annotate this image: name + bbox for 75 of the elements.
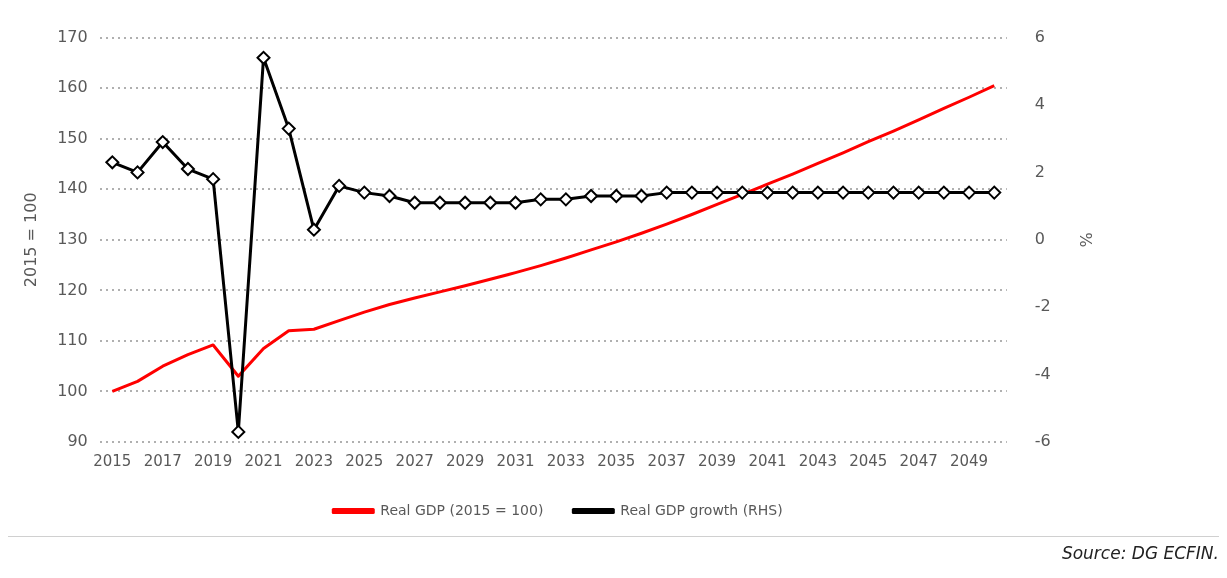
y2-tick-label: -6 (1034, 431, 1051, 451)
legend-label: Real GDP (2015 = 100) (380, 501, 544, 518)
point (861, 185, 876, 200)
point (231, 424, 246, 439)
point (558, 192, 573, 207)
y-tick-label: 140 (57, 178, 88, 198)
x-tick-label: 2015 (93, 451, 132, 470)
point (256, 50, 271, 65)
x-tick-label: 2041 (748, 451, 787, 470)
point (760, 185, 775, 200)
y-tick-label: 110 (57, 330, 88, 350)
point (609, 188, 624, 203)
x-tick-label: 2019 (194, 451, 233, 470)
x-tick-label: 2043 (798, 451, 837, 470)
point (332, 178, 347, 193)
point (684, 185, 699, 200)
point (710, 185, 725, 200)
y-tick-label: 160 (57, 77, 88, 97)
y-tick-label: 150 (57, 127, 88, 147)
x-tick-label: 2029 (446, 451, 485, 470)
point (281, 121, 296, 136)
point (432, 195, 447, 210)
point (987, 185, 1002, 200)
y-tick-label: 90 (67, 431, 88, 451)
x-tick-label: 2037 (647, 451, 686, 470)
x-tick-label: 2025 (345, 451, 384, 470)
x-tick-label: 2049 (949, 451, 989, 470)
point (306, 222, 321, 237)
source-note: Source: DG ECFIN. (1061, 543, 1219, 563)
point (508, 195, 523, 210)
y2-tick-label: -4 (1034, 363, 1051, 383)
x-tick-label: 2017 (143, 451, 182, 470)
point (785, 185, 800, 200)
y2-tick-label: -2 (1034, 296, 1051, 316)
point (382, 188, 397, 203)
y2-axis-title: % (1076, 232, 1096, 248)
point (836, 185, 851, 200)
point (483, 195, 498, 210)
point (458, 195, 473, 210)
x-tick-label: 2045 (849, 451, 888, 470)
y2-tick-label: 6 (1034, 26, 1046, 46)
point (105, 155, 120, 170)
point (634, 188, 649, 203)
y2-tick-label: 2 (1034, 161, 1046, 181)
point (407, 195, 422, 210)
point (936, 185, 951, 200)
x-tick-label: 2021 (244, 451, 283, 470)
point (886, 185, 901, 200)
x-tick-label: 2047 (899, 451, 938, 470)
point (962, 185, 977, 200)
y-tick-label: 100 (57, 380, 88, 400)
point (357, 185, 372, 200)
legend-label: Real GDP growth (RHS) (620, 501, 783, 518)
x-tick-label: 2027 (395, 451, 434, 470)
point (206, 172, 221, 187)
y2-tick-label: 0 (1034, 228, 1046, 248)
point (735, 185, 750, 200)
x-tick-label: 2031 (496, 451, 535, 470)
point (584, 188, 599, 203)
y2-tick-label: 4 (1034, 94, 1046, 114)
x-tick-label: 2023 (294, 451, 334, 470)
y-axis-title: 2015 = 100 (20, 192, 40, 288)
x-tick-label: 2039 (697, 451, 737, 470)
point (911, 185, 926, 200)
y-tick-label: 120 (57, 279, 88, 299)
x-tick-label: 2033 (546, 451, 585, 470)
y-tick-label: 130 (57, 228, 88, 248)
x-tick-label: 2035 (597, 451, 636, 470)
point (155, 135, 170, 150)
point (180, 162, 195, 177)
point (533, 192, 548, 207)
point (810, 185, 825, 200)
point (659, 185, 674, 200)
y-tick-label: 170 (57, 26, 88, 46)
point (130, 165, 145, 180)
